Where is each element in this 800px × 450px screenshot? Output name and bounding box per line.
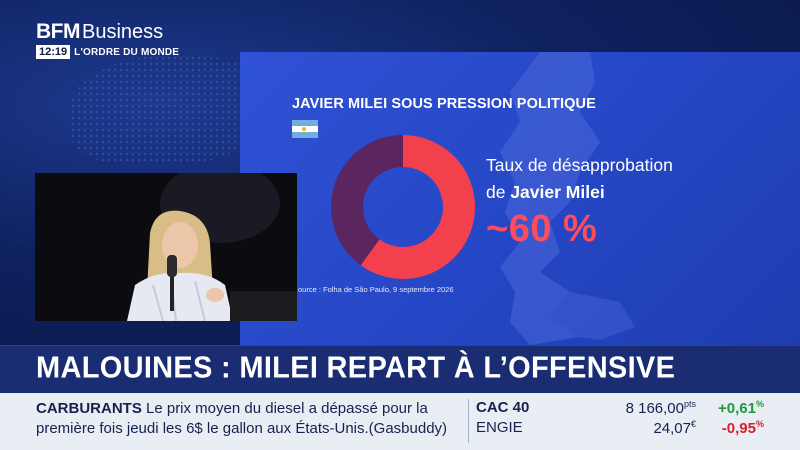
ticker-text: Le prix moyen du diesel a dépassé pour l… bbox=[36, 400, 448, 437]
market-name: ENGIE bbox=[476, 419, 523, 436]
label-name: Javier Milei bbox=[510, 182, 605, 202]
market-change: -0,95% bbox=[721, 419, 764, 437]
logo-brand-bfm: BFM bbox=[36, 20, 81, 43]
news-ticker: CARBURANTS Le prix moyen du diesel a dép… bbox=[0, 393, 800, 450]
headline-text: MALOUINES : MILEI REPART À L’OFFENSIVE bbox=[36, 351, 676, 385]
disapproval-donut-chart bbox=[331, 135, 475, 279]
disapproval-label: Taux de désapprobation de Javier Milei bbox=[486, 152, 673, 206]
argentina-flag-icon bbox=[292, 120, 318, 138]
donut-slice-désapprobation bbox=[360, 135, 475, 279]
program-name: L'ORDRE DU MONDE bbox=[74, 46, 180, 58]
market-row: ENGIE 24,07€ -0,95% bbox=[476, 419, 776, 439]
infographic-panel: JAVIER MILEI SOUS PRESSION POLITIQUE Tau… bbox=[240, 52, 800, 345]
label-line-2: de Javier Milei bbox=[486, 182, 605, 202]
logo-brand-business: Business bbox=[82, 21, 164, 43]
world-map-dots bbox=[70, 55, 270, 165]
guest-video-inset bbox=[35, 173, 297, 321]
market-row: CAC 40 8 166,00pts +0,61% bbox=[476, 399, 776, 419]
disapproval-value: ~60 % bbox=[486, 208, 598, 250]
clock-time: 12:19 bbox=[36, 45, 71, 59]
argentina-map-icon bbox=[500, 52, 635, 345]
ticker-news: CARBURANTS Le prix moyen du diesel a dép… bbox=[36, 399, 466, 439]
market-quotes: CAC 40 8 166,00pts +0,61% ENGIE 24,07€ -… bbox=[476, 399, 776, 439]
label-line-1: Taux de désapprobation bbox=[486, 155, 673, 175]
market-value: 8 166,00pts bbox=[625, 399, 696, 417]
ticker-keyword: CARBURANTS bbox=[36, 400, 142, 417]
market-name: CAC 40 bbox=[476, 399, 530, 416]
graphic-title: JAVIER MILEI SOUS PRESSION POLITIQUE bbox=[292, 96, 596, 112]
market-change: +0,61% bbox=[718, 399, 764, 417]
channel-logo: BFM Business 12:19 L'ORDRE DU MONDE bbox=[36, 20, 179, 59]
ticker-divider bbox=[468, 399, 469, 443]
guest-video-frame bbox=[35, 173, 297, 321]
market-value: 24,07€ bbox=[653, 419, 696, 437]
source-note: ource : Folha de São Paulo, 9 septembre … bbox=[298, 285, 454, 294]
headline-bar: MALOUINES : MILEI REPART À L’OFFENSIVE bbox=[0, 345, 800, 394]
donut-slice-autre bbox=[331, 135, 403, 266]
